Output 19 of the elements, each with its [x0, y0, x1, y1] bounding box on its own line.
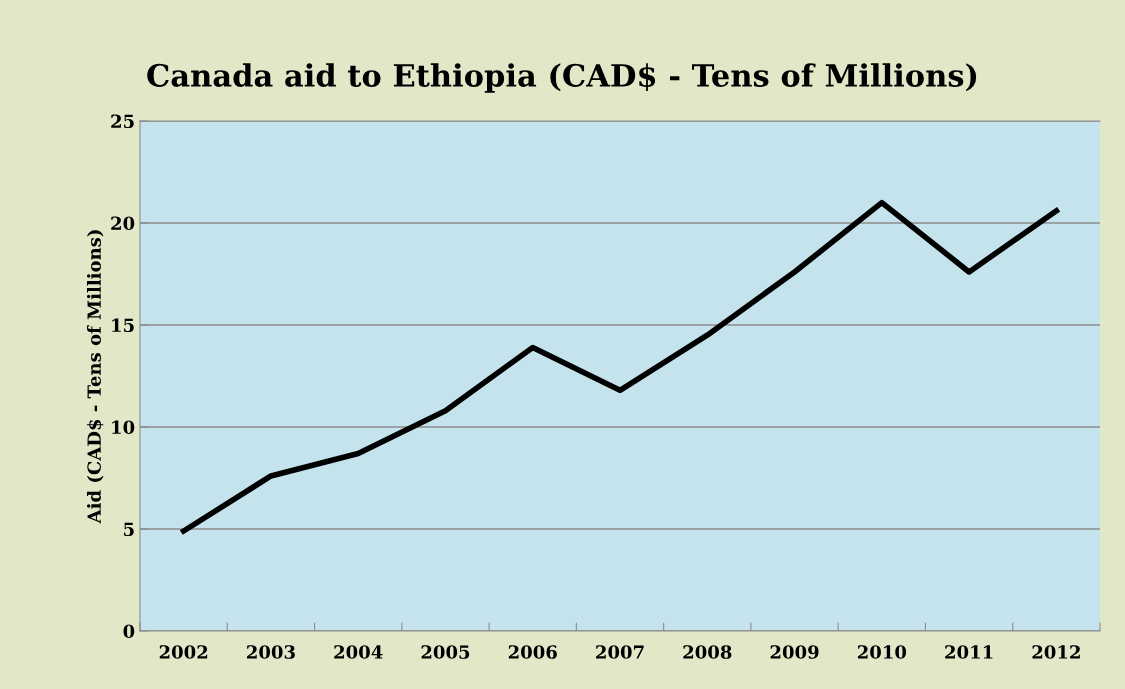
- y-axis-title: Aid (CAD$ - Tens of Millions): [86, 230, 104, 524]
- chart-title: Canada aid to Ethiopia (CAD$ - Tens of Millions): [147, 63, 977, 93]
- y-tick-label: 15: [112, 318, 134, 333]
- x-tick-label: 2008: [683, 645, 732, 659]
- x-tick-label: 2004: [334, 645, 383, 659]
- x-tick-label: 2007: [596, 645, 644, 659]
- x-tick-label: 2005: [421, 645, 470, 659]
- x-tick-label: 2011: [945, 645, 993, 659]
- x-tick-label: 2002: [159, 645, 208, 659]
- x-tick-label: 2012: [1032, 645, 1080, 659]
- y-tick-label: 20: [111, 216, 135, 231]
- y-tick-label: 25: [111, 114, 134, 129]
- x-tick-label: 2006: [508, 645, 557, 659]
- x-tick-label: 2010: [857, 645, 907, 659]
- x-tick-label: 2003: [246, 645, 295, 659]
- y-tick-label: 0: [123, 624, 135, 639]
- y-tick-label: 10: [112, 420, 135, 435]
- x-tick-label: 2009: [770, 645, 819, 659]
- y-tick-label: 5: [124, 522, 134, 537]
